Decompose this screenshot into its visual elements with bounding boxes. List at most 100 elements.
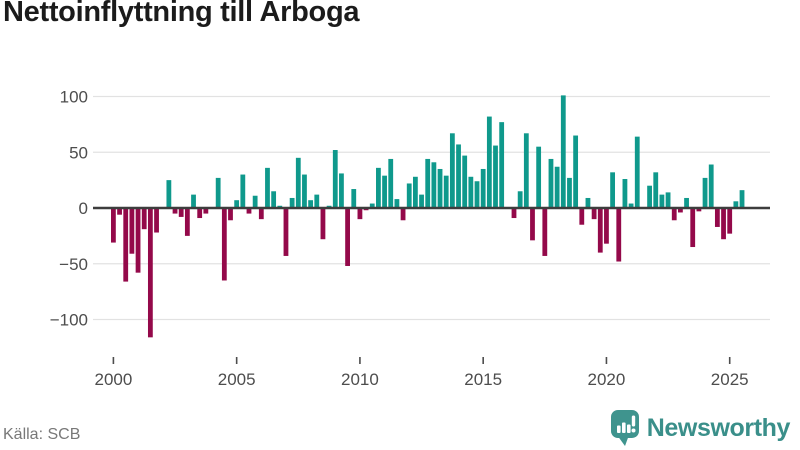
bar [351, 189, 357, 208]
bar [221, 208, 227, 281]
bar [252, 195, 258, 208]
bar [314, 194, 320, 208]
bar [302, 174, 307, 208]
y-tick-label: 0 [79, 199, 88, 218]
y-tick-label: −50 [59, 255, 88, 274]
bar [240, 174, 246, 208]
bar [129, 208, 135, 254]
y-tick-label: 100 [60, 88, 88, 107]
bar [517, 191, 523, 208]
bar [320, 208, 326, 240]
bar [228, 208, 233, 221]
bar [382, 175, 387, 208]
bar [141, 208, 147, 230]
bar [376, 167, 381, 208]
bar [511, 208, 517, 219]
bar [147, 208, 153, 338]
bar [400, 208, 406, 221]
y-tick-label: −100 [50, 311, 88, 330]
bar [499, 122, 505, 208]
bar [610, 172, 616, 208]
bar [345, 208, 350, 266]
bar [197, 208, 203, 219]
bar [628, 203, 634, 208]
bar [135, 208, 141, 273]
bar [714, 208, 720, 227]
newsworthy-icon [610, 410, 639, 446]
x-tick-label: 2025 [711, 370, 749, 389]
bar [332, 150, 338, 208]
bar [117, 208, 122, 215]
bar [258, 208, 264, 220]
bar [215, 177, 221, 208]
bar [154, 208, 159, 233]
bar [739, 190, 745, 208]
bar [431, 162, 437, 208]
bar [474, 181, 480, 208]
bar [554, 166, 560, 208]
bar [530, 208, 535, 241]
x-tick-label: 2020 [588, 370, 626, 389]
bar [191, 194, 196, 208]
bar [449, 133, 455, 208]
bar [388, 158, 394, 208]
bar [696, 208, 702, 212]
bar [443, 175, 449, 208]
bar [357, 208, 363, 220]
bar [665, 192, 671, 208]
bar [659, 194, 665, 208]
bar [425, 158, 431, 208]
bar [419, 194, 424, 208]
y-tick-label: 50 [69, 143, 88, 162]
bar [486, 116, 492, 208]
bar [702, 177, 708, 208]
bar [394, 199, 400, 208]
bar [523, 133, 529, 208]
newsworthy-logo[interactable]: Newsworthy [610, 409, 790, 447]
bar [536, 146, 542, 208]
bar [733, 201, 739, 208]
bar [271, 191, 277, 208]
bar [634, 136, 640, 208]
x-tick-label: 2010 [341, 370, 379, 389]
x-tick-label: 2015 [464, 370, 502, 389]
bar [339, 173, 344, 208]
net-migration-bar-chart: 100 50 0 −50 −100 2000 2005 2010 2015 2020 2025 [50, 88, 770, 389]
bar [653, 172, 659, 208]
bar [647, 185, 652, 208]
bar [234, 200, 240, 208]
bar [542, 208, 548, 256]
bar [671, 208, 677, 221]
bar [721, 208, 726, 240]
bar [437, 168, 443, 208]
bar [684, 197, 689, 208]
page-title: Nettoinflyttning till Arboga [3, 0, 360, 28]
bar [295, 157, 301, 208]
bar [468, 176, 474, 208]
bar [369, 203, 375, 208]
bar [677, 208, 683, 213]
bar [567, 177, 572, 208]
bar [289, 197, 295, 208]
bar [406, 183, 412, 208]
x-tick-label: 2000 [94, 370, 132, 389]
bar [690, 208, 696, 248]
bar [412, 176, 418, 208]
bar [203, 208, 209, 214]
bar [573, 135, 579, 208]
source-label: Källa: SCB [3, 426, 81, 443]
bar [246, 208, 252, 214]
bar [456, 144, 461, 208]
bar [283, 208, 289, 256]
bar [184, 208, 190, 236]
bar [462, 155, 468, 208]
bar [604, 208, 609, 244]
bar [708, 164, 714, 208]
bar [178, 208, 184, 217]
bar [616, 208, 622, 262]
bar [123, 208, 129, 282]
newsworthy-wordmark: Newsworthy [646, 413, 791, 442]
bar [591, 208, 597, 220]
bar [548, 158, 554, 208]
